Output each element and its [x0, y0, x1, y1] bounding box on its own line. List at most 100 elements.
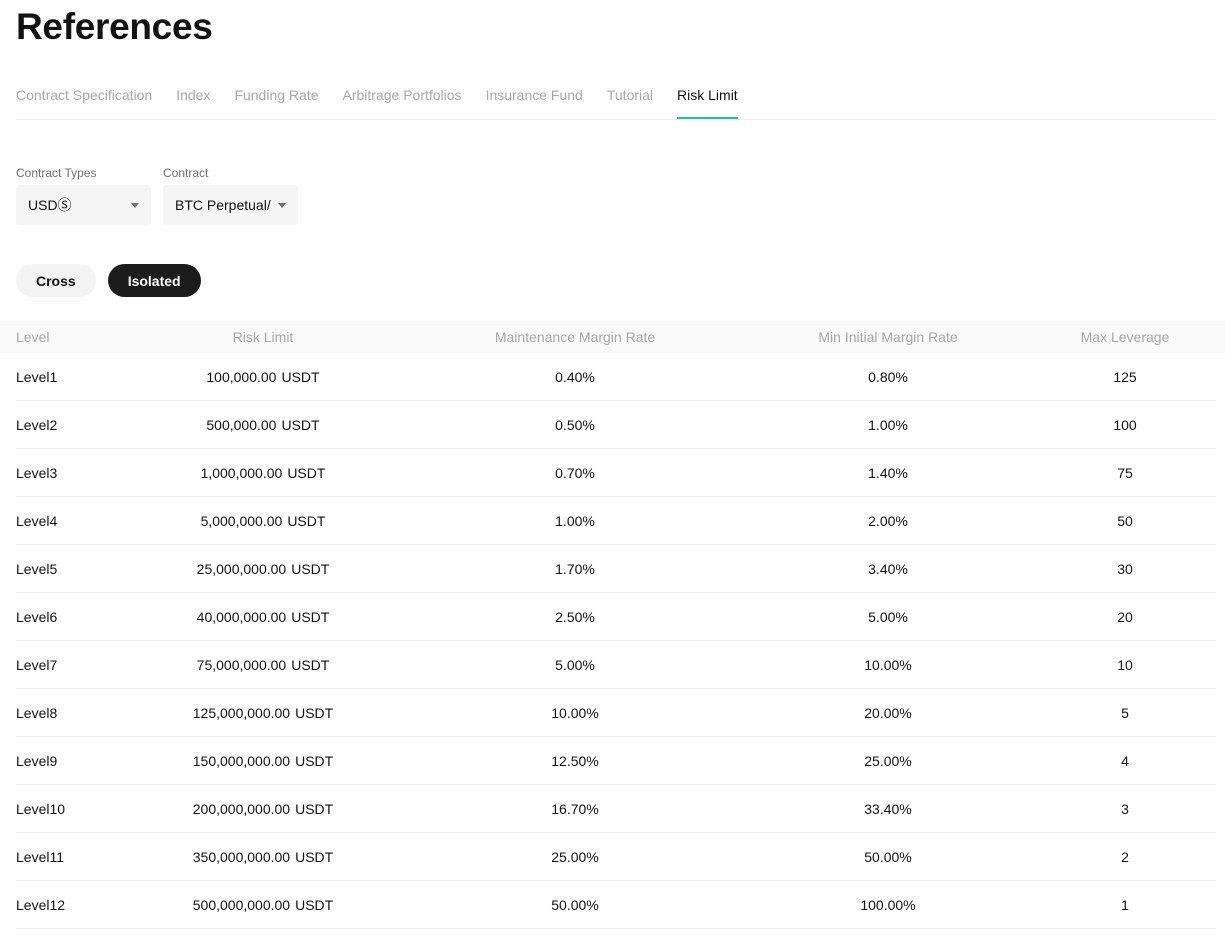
cell-maintenance-margin-rate: 25.00% — [551, 849, 599, 865]
contract-types-select[interactable]: USDⓈ — [16, 185, 151, 225]
contract-types-value: USDⓈ — [28, 197, 72, 213]
risk-limit-amount: 25,000,000.00 — [196, 561, 287, 577]
tab-insurance-fund[interactable]: Insurance Fund — [485, 87, 583, 103]
cell-maintenance-margin-rate: 1.70% — [555, 561, 595, 577]
cell-risk-limit: 40,000,000.00 USDT — [163, 593, 363, 641]
tab-index[interactable]: Index — [176, 87, 211, 103]
cell-min-initial-margin-rate: 50.00% — [864, 849, 912, 865]
cell-maintenance-margin-rate: 5.00% — [555, 657, 595, 673]
cell-max-leverage: 20 — [1117, 609, 1133, 625]
cell-min-initial-margin-rate: 3.40% — [868, 561, 908, 577]
cell-level: Level7 — [16, 657, 58, 673]
risk-limit-unit: USDT — [295, 753, 334, 769]
cell-max-leverage: 2 — [1121, 849, 1129, 865]
cell-min-initial-margin-rate: 1.00% — [868, 417, 908, 433]
table-row: Level2 500,000.00 USDT 0.50% 1.00% 100 — [0, 401, 1225, 449]
table-row: Level7 75,000,000.00 USDT 5.00% 10.00% 10 — [0, 641, 1225, 689]
cell-max-leverage: 5 — [1121, 705, 1129, 721]
risk-limit-amount: 1,000,000.00 — [200, 465, 283, 481]
cell-risk-limit: 1,000,000.00 USDT — [163, 449, 363, 497]
header-risk-limit: Risk Limit — [232, 329, 294, 345]
cell-level: Level2 — [16, 417, 58, 433]
cell-level: Level5 — [16, 561, 58, 577]
contract-value: BTC Perpetual/ — [175, 197, 271, 213]
cell-risk-limit: 500,000,000.00 USDT — [163, 881, 363, 929]
header-maintenance-margin-rate: Maintenance Margin Rate — [494, 329, 656, 345]
risk-limit-unit: USDT — [291, 609, 330, 625]
cell-maintenance-margin-rate: 1.00% — [555, 513, 595, 529]
table-row: Level11 350,000,000.00 USDT 25.00% 50.00% 2 — [0, 833, 1225, 881]
risk-limit-table: Level1 100,000.00 USDT 0.40% 0.80% 125 Level2 5… — [0, 353, 1225, 929]
cell-risk-limit: 150,000,000.00 USDT — [163, 737, 363, 785]
table-row: Level8 125,000,000.00 USDT 10.00% 20.00% 5 — [0, 689, 1225, 737]
cell-max-leverage: 100 — [1113, 417, 1137, 433]
table-row: Level3 1,000,000.00 USDT 0.70% 1.40% 75 — [0, 449, 1225, 497]
contract-types-label: Contract Types — [16, 166, 97, 180]
tab-arbitrage-portfolios[interactable]: Arbitrage Portfolios — [342, 87, 462, 103]
contract-types-filter: Contract Types USDⓈ — [16, 166, 151, 225]
cell-level: Level4 — [16, 513, 58, 529]
risk-limit-unit: USDT — [281, 417, 320, 433]
cell-risk-limit: 125,000,000.00 USDT — [163, 689, 363, 737]
risk-limit-unit: USDT — [295, 849, 334, 865]
risk-limit-unit: USDT — [287, 513, 326, 529]
tab-risk-limit[interactable]: Risk Limit — [677, 84, 738, 120]
reference-tabs: Contract Specification Index Funding Rat… — [16, 84, 738, 120]
cell-level: Level9 — [16, 753, 58, 769]
contract-filter: Contract BTC Perpetual/ — [163, 166, 298, 225]
cell-max-leverage: 10 — [1117, 657, 1133, 673]
cell-level: Level12 — [16, 897, 66, 913]
cell-maintenance-margin-rate: 10.00% — [551, 705, 599, 721]
cell-risk-limit: 5,000,000.00 USDT — [163, 497, 363, 545]
cell-risk-limit: 25,000,000.00 USDT — [163, 545, 363, 593]
risk-limit-unit: USDT — [295, 705, 334, 721]
cell-max-leverage: 75 — [1117, 465, 1133, 481]
cell-maintenance-margin-rate: 0.40% — [555, 369, 595, 385]
risk-limit-amount: 40,000,000.00 — [196, 609, 287, 625]
cell-risk-limit: 100,000.00 USDT — [163, 353, 363, 401]
cell-min-initial-margin-rate: 5.00% — [868, 609, 908, 625]
header-max-leverage: Max Leverage — [1080, 329, 1170, 345]
cell-level: Level10 — [16, 801, 66, 817]
tab-tutorial[interactable]: Tutorial — [606, 87, 654, 103]
cell-min-initial-margin-rate: 33.40% — [864, 801, 912, 817]
cell-level: Level1 — [16, 369, 58, 385]
risk-limit-amount: 75,000,000.00 — [196, 657, 287, 673]
cell-maintenance-margin-rate: 12.50% — [551, 753, 599, 769]
cell-max-leverage: 50 — [1117, 513, 1133, 529]
cell-maintenance-margin-rate: 2.50% — [555, 609, 595, 625]
cell-min-initial-margin-rate: 0.80% — [868, 369, 908, 385]
risk-limit-unit: USDT — [281, 369, 320, 385]
cell-max-leverage: 125 — [1113, 369, 1137, 385]
tab-contract-specification[interactable]: Contract Specification — [16, 87, 153, 103]
cell-max-leverage: 3 — [1121, 801, 1129, 817]
tab-funding-rate[interactable]: Funding Rate — [234, 87, 319, 103]
risk-limit-amount: 150,000,000.00 — [192, 753, 291, 769]
contract-select[interactable]: BTC Perpetual/ — [163, 185, 298, 225]
table-row: Level5 25,000,000.00 USDT 1.70% 3.40% 30 — [0, 545, 1225, 593]
risk-limit-amount: 500,000.00 — [206, 417, 277, 433]
risk-limit-unit: USDT — [295, 897, 334, 913]
isolated-button[interactable]: Isolated — [107, 264, 201, 297]
table-row: Level12 500,000,000.00 USDT 50.00% 100.00% 1 — [0, 881, 1225, 929]
cell-risk-limit: 350,000,000.00 USDT — [163, 833, 363, 881]
cell-min-initial-margin-rate: 10.00% — [864, 657, 912, 673]
cross-button[interactable]: Cross — [16, 264, 96, 297]
table-row: Level6 40,000,000.00 USDT 2.50% 5.00% 20 — [0, 593, 1225, 641]
risk-limit-amount: 5,000,000.00 — [200, 513, 283, 529]
tabs-divider — [16, 119, 1216, 120]
margin-mode-toggle: Cross Isolated — [16, 264, 201, 297]
chevron-down-icon — [278, 202, 286, 208]
cell-min-initial-margin-rate: 1.40% — [868, 465, 908, 481]
table-row: Level1 100,000.00 USDT 0.40% 0.80% 125 — [0, 353, 1225, 401]
header-min-initial-margin-rate: Min Initial Margin Rate — [818, 329, 958, 345]
risk-limit-unit: USDT — [291, 561, 330, 577]
risk-limit-unit: USDT — [287, 465, 326, 481]
cell-level: Level11 — [16, 849, 65, 865]
risk-limit-amount: 350,000,000.00 — [192, 849, 291, 865]
chevron-down-icon — [131, 202, 139, 208]
page-title: References — [16, 6, 213, 47]
table-header: Level Risk Limit Maintenance Margin Rate… — [0, 321, 1225, 353]
cell-max-leverage: 1 — [1121, 897, 1129, 913]
contract-label: Contract — [163, 166, 209, 180]
